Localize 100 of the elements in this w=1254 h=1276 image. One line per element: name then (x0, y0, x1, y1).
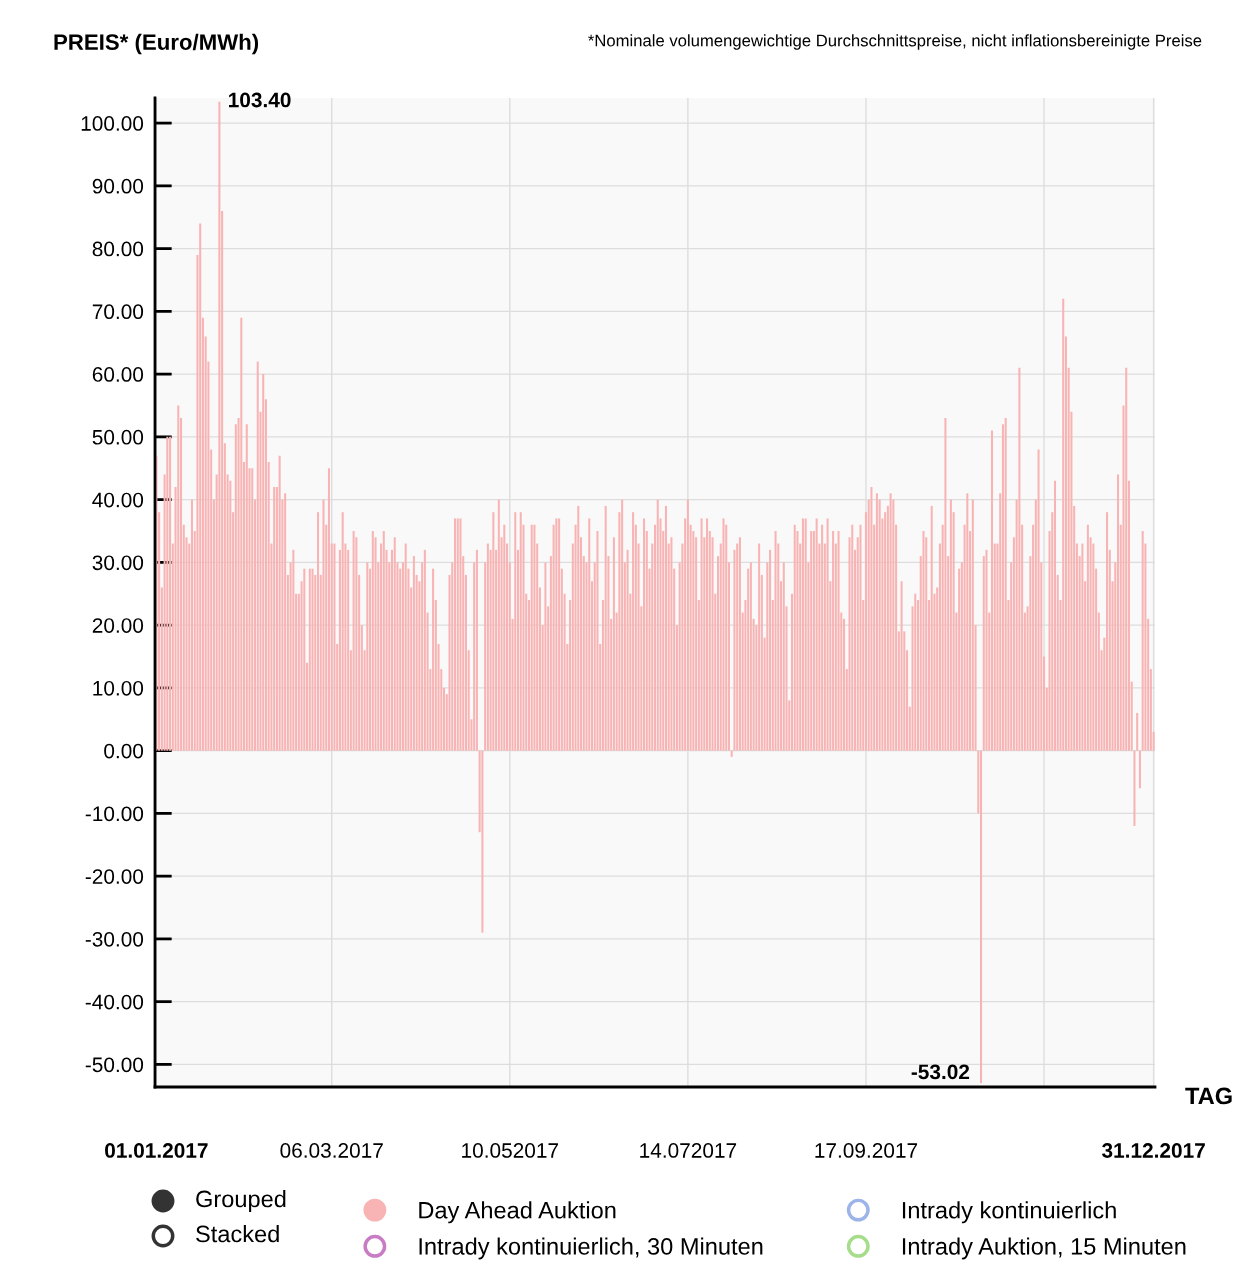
y-tick-label: -20.00 (85, 869, 144, 884)
y-tick-label: 0.00 (104, 743, 144, 759)
bar (612, 537, 615, 751)
bar (643, 518, 646, 751)
bar (218, 101, 221, 751)
bar (1081, 543, 1084, 751)
legend-label: Intrady kontinuierlich (902, 1201, 1116, 1224)
y-tick-label: -10.00 (85, 806, 144, 822)
bar (656, 499, 659, 751)
bar (900, 581, 903, 751)
bar (1133, 750, 1136, 826)
bar (1037, 449, 1040, 751)
annotation: -53.02 (911, 1064, 970, 1080)
bar (558, 518, 561, 751)
bar (588, 518, 591, 751)
bar (514, 512, 517, 751)
bar (169, 436, 172, 751)
bar (190, 499, 194, 751)
bar (423, 549, 426, 751)
bar (555, 518, 558, 751)
x-tick-label: 31.12.2017 (1101, 1143, 1205, 1158)
bar (333, 543, 336, 751)
bar (1053, 480, 1057, 751)
bar (256, 361, 259, 751)
bar (412, 556, 415, 751)
bar (700, 518, 703, 751)
bar (371, 531, 374, 751)
bar (621, 499, 624, 751)
bar (311, 568, 314, 751)
bar (453, 518, 457, 751)
bar (459, 518, 462, 751)
x-tick-label: 14.072017 (640, 1143, 737, 1158)
y-tick-label: 20.00 (92, 618, 144, 633)
bar (1018, 367, 1021, 751)
legend-label: Intrady kontinuierlich, 30 Minuten (419, 1237, 763, 1260)
bar (404, 543, 407, 751)
bar (481, 750, 484, 933)
bar (1138, 750, 1141, 789)
bar (393, 537, 396, 751)
bar (245, 424, 248, 751)
y-tick-label: 80.00 (92, 241, 144, 257)
bar (327, 468, 330, 751)
x-tick-label: 10.052017 (462, 1143, 558, 1158)
bar (821, 524, 824, 751)
bar (782, 562, 785, 751)
annotation: 103.40 (229, 92, 291, 108)
bar (1136, 712, 1139, 751)
bar (851, 524, 854, 751)
legend-label: Intrady Auktion, 15 Minuten (902, 1237, 1186, 1260)
bar (632, 512, 635, 751)
bar (1141, 531, 1144, 751)
bar (859, 524, 862, 751)
bar (475, 549, 478, 751)
bar (749, 562, 752, 751)
bar (832, 531, 835, 751)
bar (530, 524, 533, 751)
bar (949, 499, 952, 751)
bar (240, 317, 243, 751)
bar (303, 568, 306, 751)
bar (826, 518, 829, 751)
bar (366, 562, 369, 751)
bar (875, 493, 878, 751)
bar (837, 531, 840, 751)
bar (519, 512, 522, 751)
bar (284, 493, 287, 751)
bar (322, 499, 325, 751)
bar (177, 405, 180, 751)
y-tick-label: -30.00 (85, 931, 144, 947)
bar (308, 568, 311, 751)
bar (971, 499, 974, 751)
bar (815, 518, 818, 751)
bar (1106, 512, 1109, 751)
bar (980, 750, 983, 1084)
bar (804, 518, 807, 751)
y-tick-label: 90.00 (92, 178, 144, 194)
x-tick-label: 01.01.2017 (105, 1143, 208, 1158)
bar (922, 531, 925, 751)
bar (626, 549, 629, 751)
y-tick-label: 50.00 (92, 429, 144, 445)
x-tick-label: 06.03.2017 (280, 1143, 383, 1158)
text: Stacked (196, 1224, 279, 1243)
bar (1125, 367, 1128, 751)
y-tick-label: 70.00 (92, 304, 144, 320)
bar (278, 455, 281, 751)
bar (664, 505, 667, 751)
bar (944, 418, 947, 751)
bar (1086, 524, 1089, 751)
bar (769, 549, 772, 751)
bar (262, 374, 265, 751)
y-tick-label: 60.00 (92, 367, 144, 382)
text: Grouped (196, 1189, 286, 1213)
bar (706, 518, 709, 751)
bar (166, 436, 169, 751)
legend-label: Day Ahead Auktion (419, 1201, 616, 1224)
bar (292, 549, 295, 751)
bar (1062, 298, 1065, 751)
bar (544, 562, 547, 751)
y-tick-label: -40.00 (85, 994, 144, 1010)
bar (686, 499, 689, 751)
y-tick-label: 100.00 (81, 116, 144, 131)
